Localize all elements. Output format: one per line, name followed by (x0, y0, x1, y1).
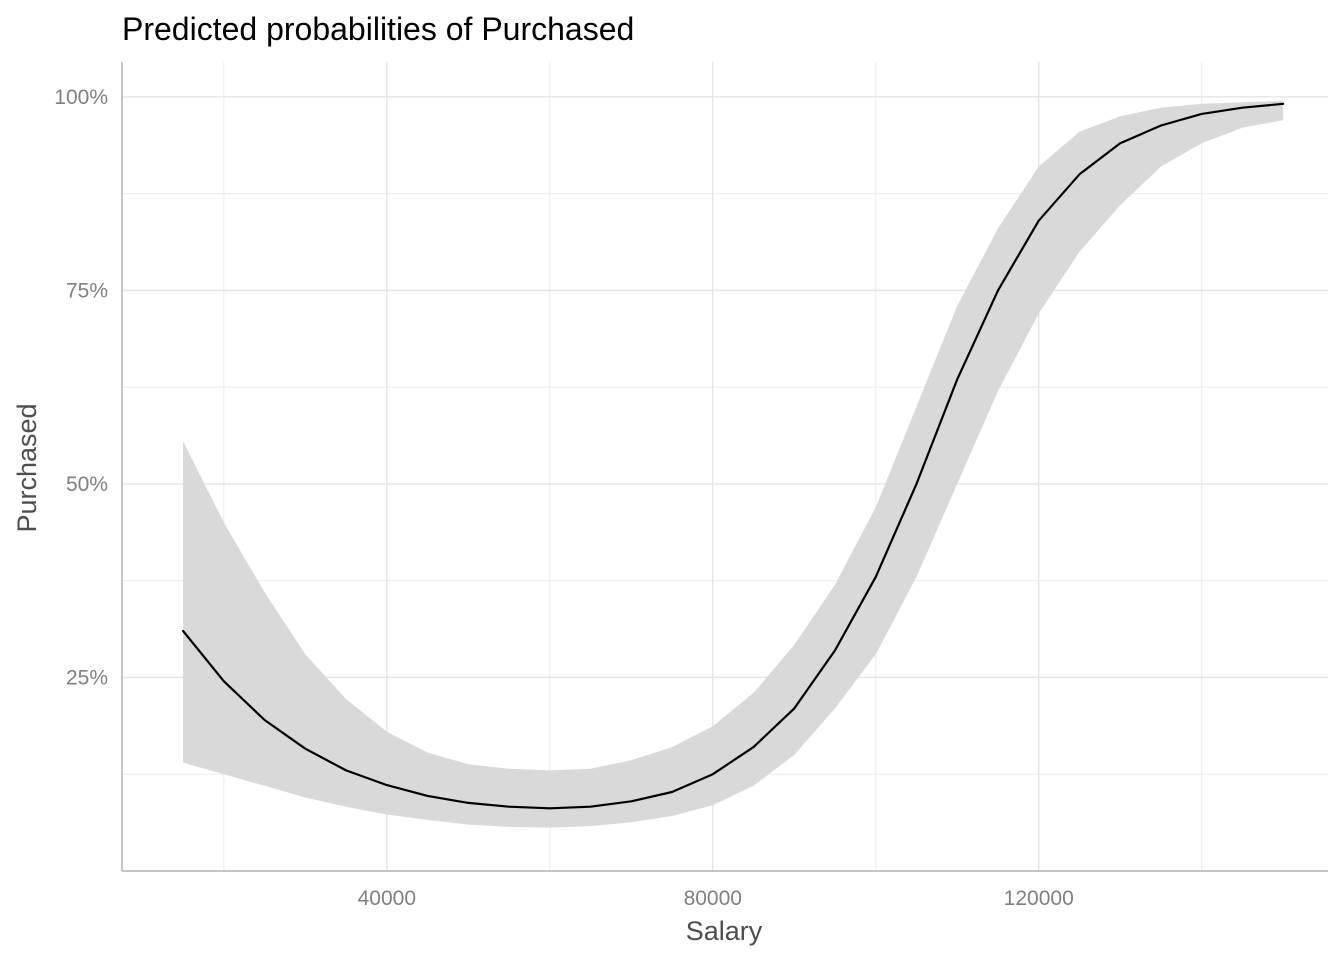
chart-title: Predicted probabilities of Purchased (122, 11, 634, 47)
x-tick-label: 80000 (684, 887, 742, 910)
plot-marks (182, 100, 1285, 828)
predicted-probability-line (182, 102, 1285, 810)
y-tick-label: 25% (66, 666, 108, 689)
x-tick-labels: 40000 80000 120000 (358, 887, 1074, 910)
x-axis-title: Salary (686, 916, 763, 946)
y-tick-label: 50% (66, 473, 108, 496)
confidence-ribbon (183, 100, 1284, 828)
x-tick-label: 120000 (1004, 887, 1074, 910)
y-axis-title: Purchased (12, 403, 42, 532)
y-tick-labels: 25% 50% 75% 100% (54, 86, 108, 690)
y-tick-label: 75% (66, 279, 108, 302)
y-tick-label: 100% (54, 86, 108, 109)
x-tick-label: 40000 (358, 887, 416, 910)
